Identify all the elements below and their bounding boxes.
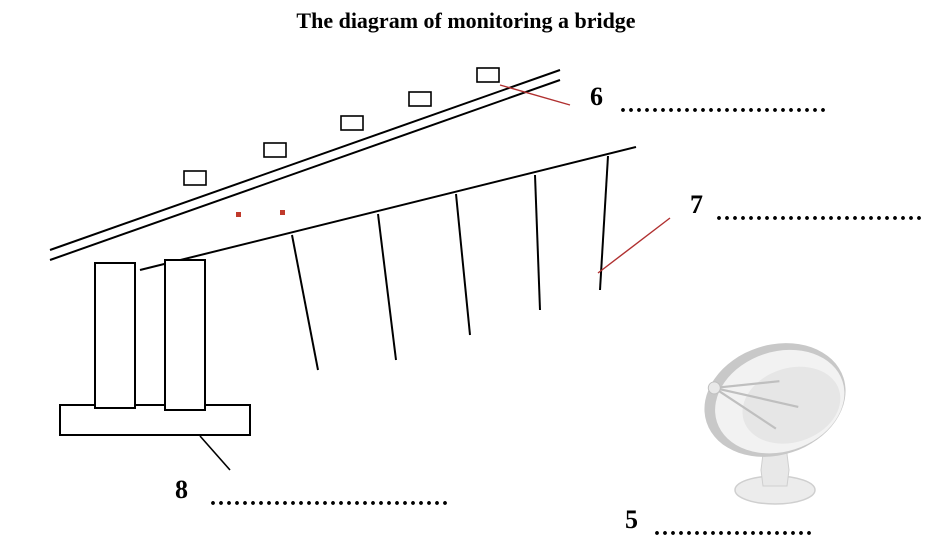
dish-icon xyxy=(690,325,861,474)
sensor-box xyxy=(264,143,286,157)
label-6-number: 6 xyxy=(590,82,603,112)
red-marker xyxy=(280,210,285,215)
label-6-dots: .......................... xyxy=(620,92,828,119)
label-5-number: 5 xyxy=(625,505,638,535)
pier-base xyxy=(60,405,250,435)
sensor-box xyxy=(409,92,431,106)
diagram-canvas: The diagram of monitoring a bridge 6 ...… xyxy=(0,0,932,552)
red-marker xyxy=(236,212,241,217)
sensor-box xyxy=(477,68,499,82)
sensor-box xyxy=(184,171,206,185)
label-8-dots: .............................. xyxy=(210,485,450,512)
pier-column-left xyxy=(95,263,135,408)
label-8-number: 8 xyxy=(175,475,188,505)
sensor-box xyxy=(341,116,363,130)
pier-column-right xyxy=(165,260,205,410)
label-5-dots: .................... xyxy=(654,515,814,542)
label-7-number: 7 xyxy=(690,190,703,220)
label-7-dots: .......................... xyxy=(716,200,924,227)
diagram-svg xyxy=(0,0,932,552)
